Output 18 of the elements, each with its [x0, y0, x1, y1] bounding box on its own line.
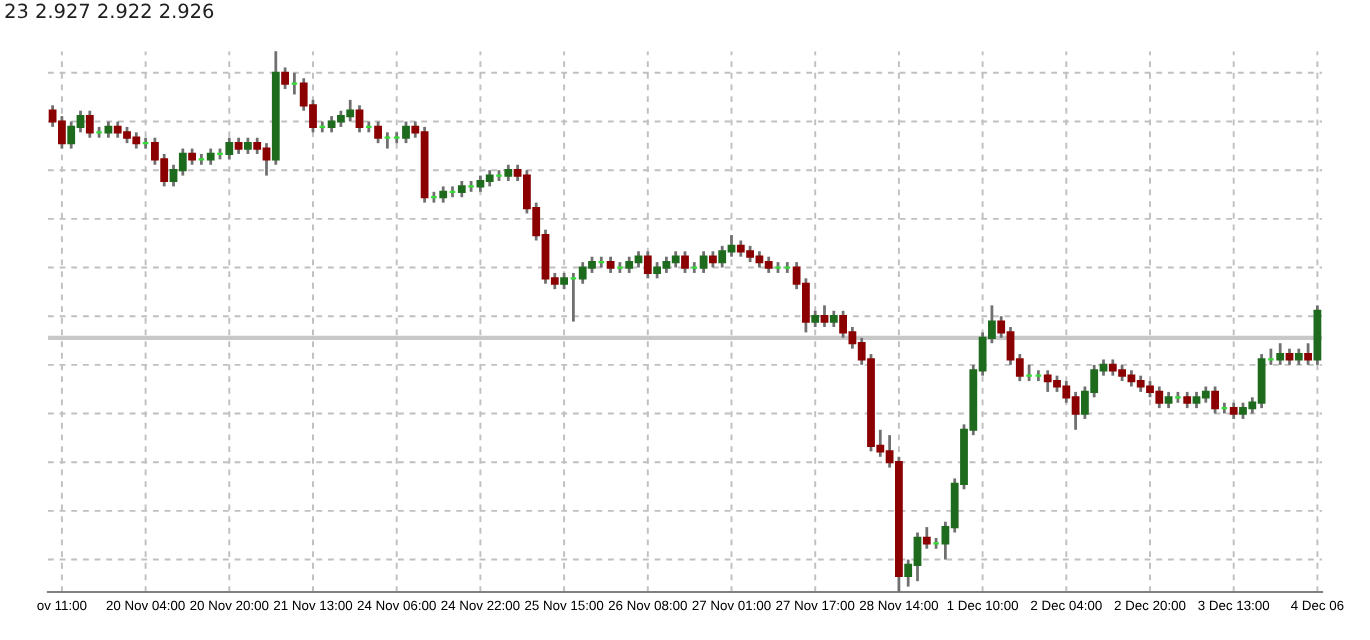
candlestick	[1304, 341, 1312, 367]
candlestick	[922, 525, 931, 551]
candlestick	[820, 303, 829, 329]
candlestick	[699, 249, 708, 275]
candlestick	[67, 120, 76, 150]
candlestick	[374, 120, 382, 145]
candlestick	[1211, 385, 1219, 415]
candlestick	[681, 249, 689, 275]
candlestick	[85, 109, 94, 140]
candlestick	[1276, 341, 1285, 367]
text: 23 2.927 2.922 2.926	[5, 3, 214, 19]
candlestick	[178, 147, 187, 177]
candlestick	[718, 244, 727, 269]
candlestick	[225, 136, 234, 161]
candlestick	[402, 120, 410, 145]
candlestick	[643, 249, 652, 280]
candlestick	[355, 103, 364, 134]
candlestick	[281, 66, 289, 91]
